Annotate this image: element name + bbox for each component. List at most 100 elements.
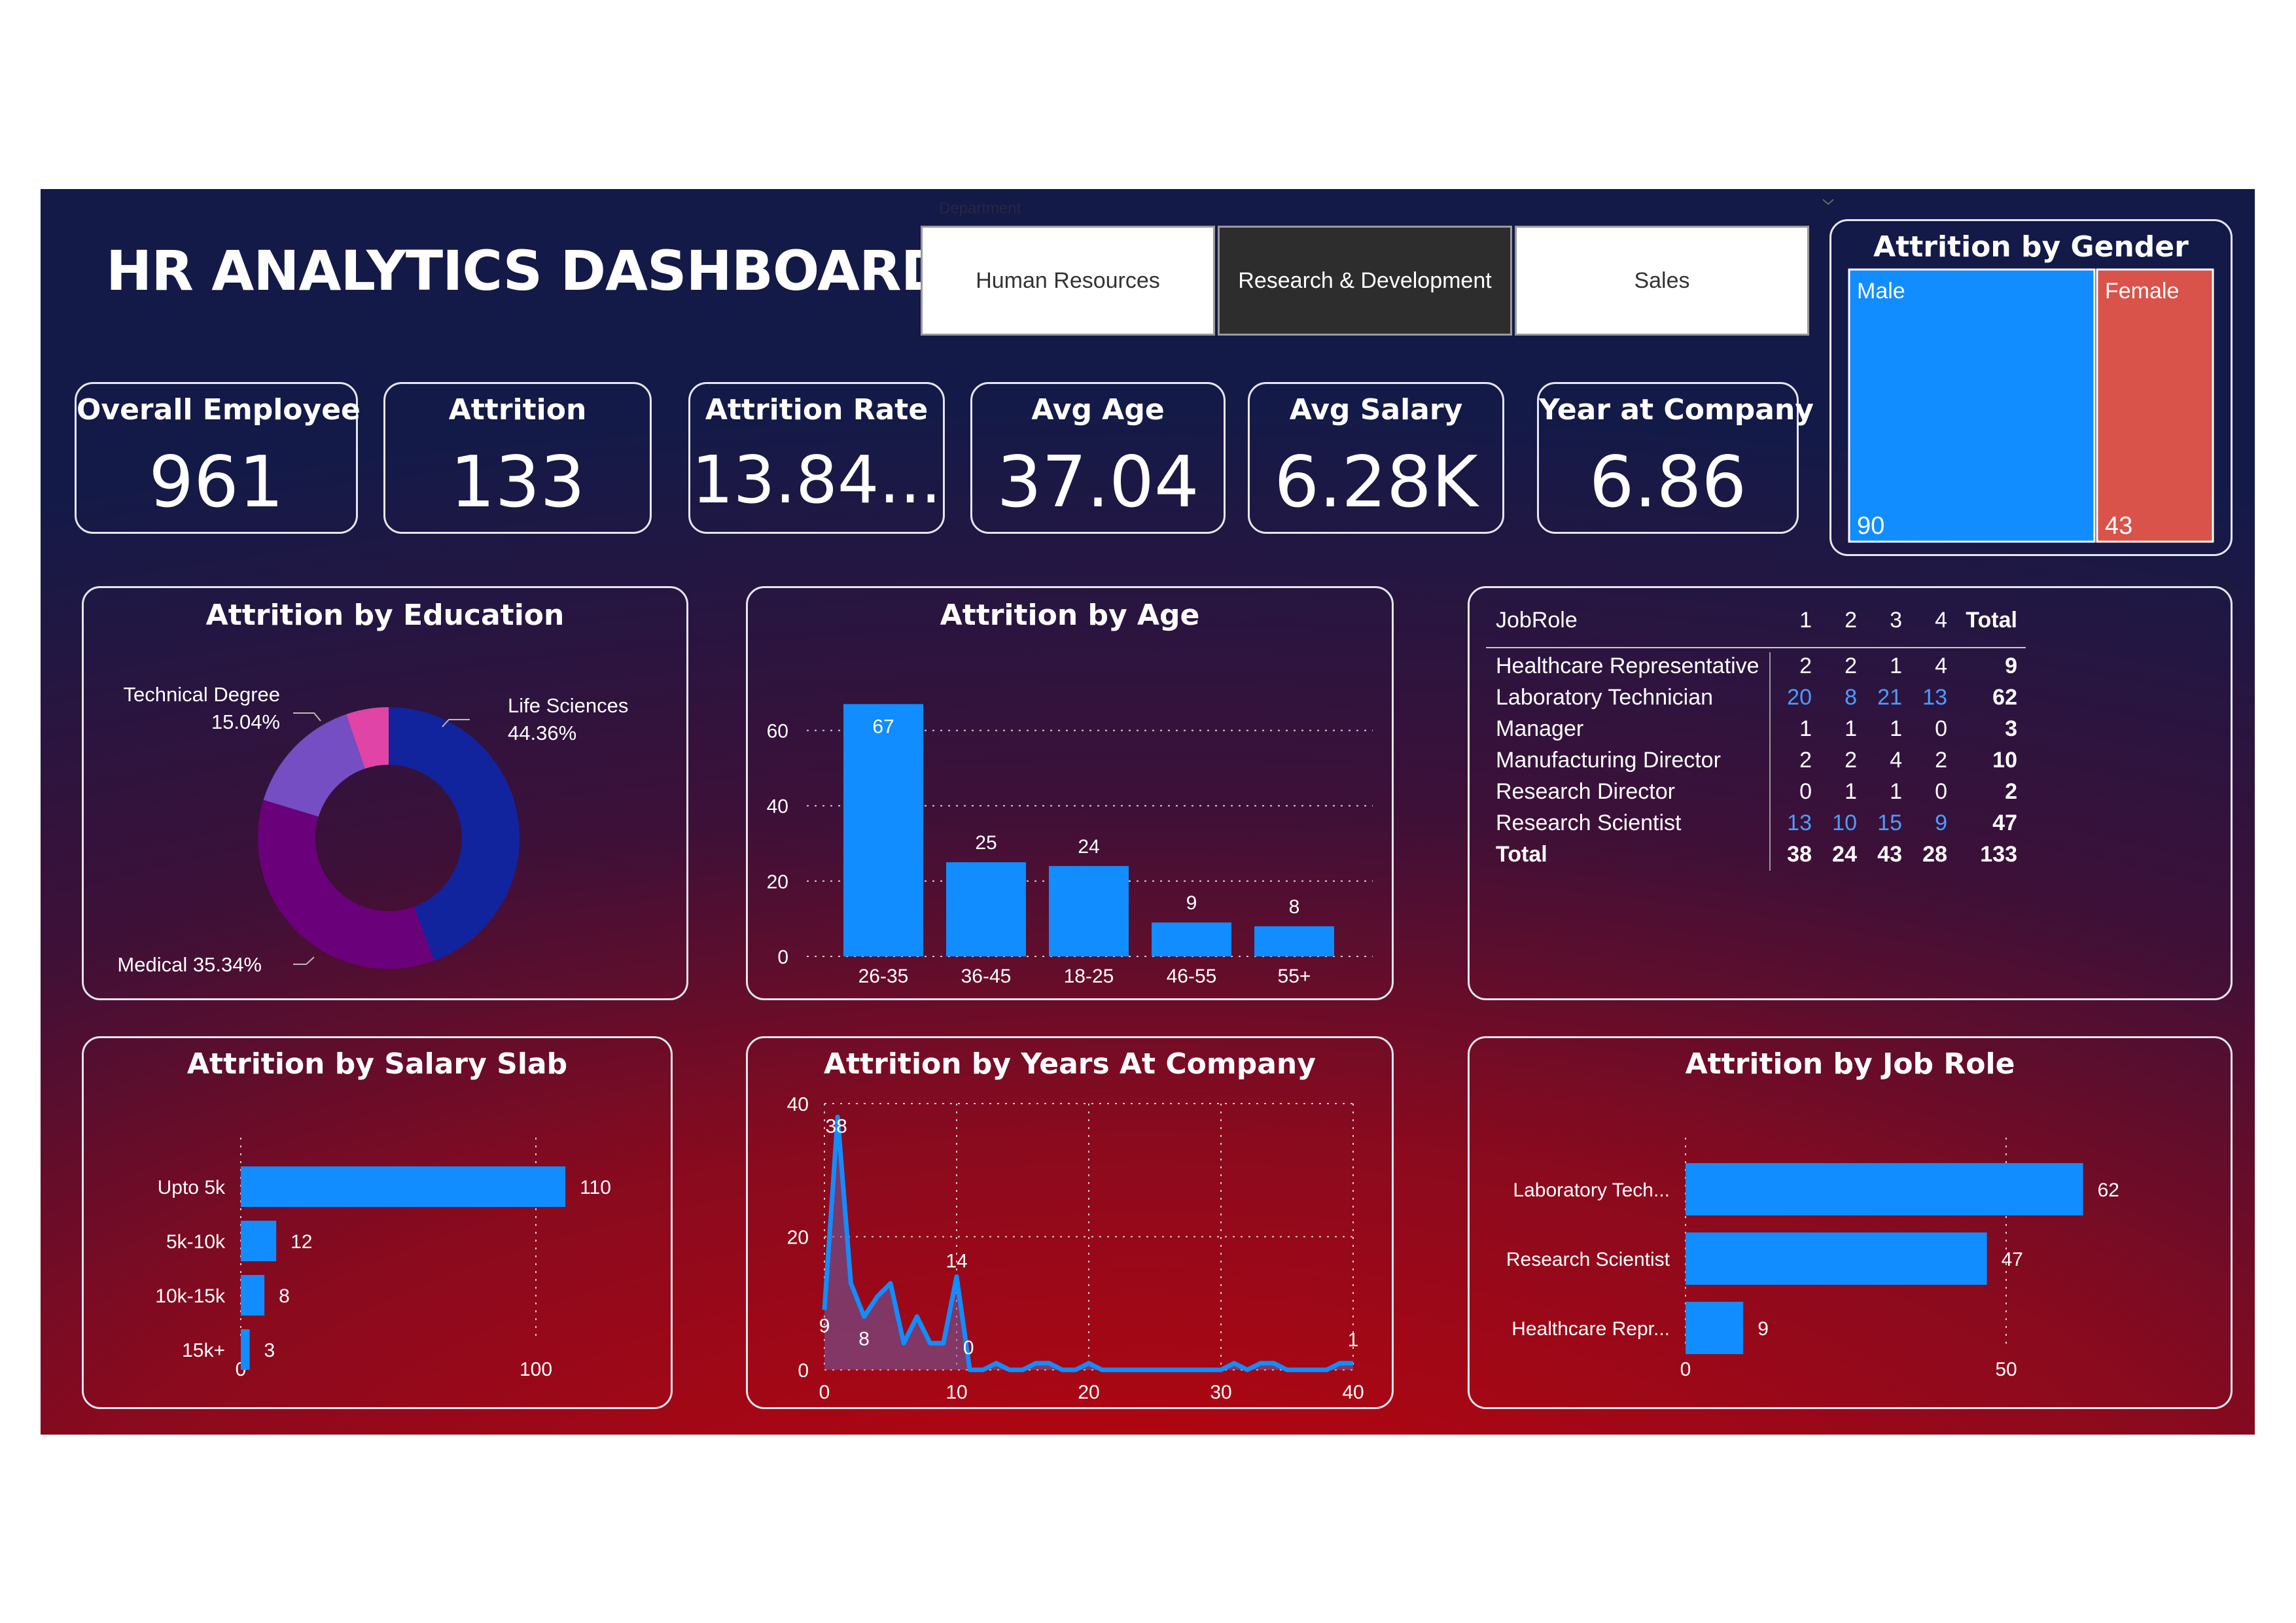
leader-line-life — [442, 719, 470, 727]
kpi-attrition-rate: Attrition Rate 13.84... — [688, 382, 945, 534]
data-label: 12 — [291, 1231, 312, 1253]
matrix-row-total: 3 — [2005, 716, 2017, 741]
matrix-row-total: 10 — [1992, 748, 2017, 773]
matrix-grand-total: 133 — [1980, 842, 2017, 867]
matrix-row-total: 47 — [1992, 811, 2017, 835]
kpi-label: Overall Employee — [77, 393, 361, 427]
matrix-cell: 20 — [1787, 685, 1812, 710]
matrix-column-rule — [1769, 652, 1771, 871]
bar-healthcare-repr — [1686, 1302, 1744, 1354]
matrix-header-col-2: 2 — [1845, 608, 1857, 633]
edu-label-life-pct: 44.36% — [508, 722, 576, 744]
matrix-cell: 2 — [1799, 654, 1812, 678]
x-tick-label: 30 — [1210, 1382, 1231, 1403]
data-label: 47 — [2002, 1249, 2023, 1270]
bar-research-scientist — [1686, 1232, 1987, 1285]
bar-55 — [1254, 926, 1334, 956]
y-tick-label: 20 — [787, 1227, 809, 1249]
matrix-cell: 13 — [1922, 685, 1947, 710]
matrix-cell: 21 — [1877, 685, 1902, 710]
slicer-menu-icon[interactable] — [1822, 196, 1835, 209]
bar-18-25 — [1049, 865, 1129, 956]
donut-slice-other — [346, 707, 389, 769]
matrix-cell: 1 — [1845, 779, 1857, 804]
kpi-label: Attrition — [448, 393, 587, 427]
y-tick-label: 0 — [777, 947, 788, 968]
area-fill — [824, 1117, 1353, 1370]
edu-label-tech-pct: 15.04% — [211, 710, 280, 733]
chart-title: Attrition by Years At Company — [824, 1047, 1316, 1081]
slicer-option-human-resources[interactable]: Human Resources — [921, 226, 1215, 336]
department-slicer[interactable]: Department Human Resources Research & De… — [921, 189, 1863, 346]
jobrole-matrix-card: JobRole 1 2 3 4 Total Healthcare Representativ… — [1468, 586, 2233, 1000]
category-label: Upto 5k — [158, 1177, 226, 1198]
x-tick-label: 40 — [1342, 1382, 1364, 1403]
edu-label-tech-name: Technical Degree — [123, 683, 280, 706]
matrix-cell: 2 — [1799, 748, 1812, 773]
x-tick-label: 36-45 — [961, 966, 1012, 987]
attrition-by-salary-card: Attrition by Salary Slab 0100Upto 5k1105… — [82, 1036, 673, 1409]
matrix-cell: 0 — [1799, 779, 1812, 804]
kpi-label: Avg Age — [1031, 393, 1165, 427]
x-tick-label: 0 — [1680, 1359, 1691, 1380]
matrix-row-total: 9 — [2005, 654, 2017, 678]
kpi-value: 961 — [149, 442, 284, 523]
matrix-cell: 1 — [1845, 716, 1857, 741]
slicer-option-research-development[interactable]: Research & Development — [1218, 226, 1512, 336]
donut-slice-medical — [258, 799, 434, 969]
category-label: Healthcare Repr... — [1511, 1318, 1670, 1340]
matrix-cell: 0 — [1935, 779, 1947, 804]
matrix-row-label: Laboratory Technician — [1496, 685, 1714, 710]
y-tick-label: 40 — [767, 796, 788, 818]
years-area-chart: 0 20 40 0 10 20 30 40 38 14 9 8 0 1 — [787, 1094, 1364, 1403]
x-tick-label: 55+ — [1278, 966, 1311, 987]
chart-title: Attrition by Education — [205, 599, 565, 632]
treemap-value-male: 90 — [1857, 512, 1884, 540]
matrix-cell: 2 — [1935, 748, 1947, 773]
gender-treemap: Male 90 Female 43 — [1848, 268, 2214, 543]
slicer-label: Department — [939, 200, 1021, 217]
slicer-option-sales[interactable]: Sales — [1515, 226, 1809, 336]
matrix-cell: 1 — [1799, 716, 1812, 741]
data-label: 110 — [580, 1177, 611, 1198]
category-label: 10k-15k — [155, 1285, 226, 1307]
data-label: 8 — [279, 1285, 290, 1307]
y-tick-label: 0 — [798, 1360, 809, 1382]
area-line — [822, 1114, 1353, 1372]
x-tick-label: 18-25 — [1064, 966, 1114, 987]
matrix-row-label: Research Scientist — [1496, 811, 1682, 835]
matrix-cell: 10 — [1832, 811, 1857, 835]
matrix-cell: 13 — [1787, 811, 1812, 835]
category-label: 15k+ — [182, 1340, 225, 1361]
matrix-header-col-1: 1 — [1799, 608, 1812, 633]
bar-46-55 — [1152, 922, 1231, 956]
dashboard-canvas: HR ANALYTICS DASHBOARD Department Human … — [41, 189, 2255, 1435]
x-tick-label: 0 — [819, 1382, 830, 1403]
data-label: 38 — [826, 1115, 847, 1137]
kpi-avg-age: Avg Age 37.04 — [970, 382, 1226, 534]
matrix-row-label: Manager — [1496, 716, 1584, 741]
kpi-value: 6.86 — [1589, 442, 1747, 523]
kpi-label: Avg Salary — [1289, 393, 1463, 427]
matrix-cell: 8 — [1845, 685, 1857, 710]
chart-title: Attrition by Job Role — [1685, 1047, 2015, 1081]
chart-title: Attrition by Gender — [1873, 230, 2189, 264]
data-label: 24 — [1078, 836, 1099, 858]
category-label: Laboratory Tech... — [1513, 1179, 1670, 1201]
matrix-total-cell: 43 — [1877, 842, 1902, 867]
kpi-avg-salary: Avg Salary 6.28K — [1248, 382, 1504, 534]
x-tick-label: 10 — [945, 1382, 967, 1403]
data-label: 67 — [872, 716, 894, 737]
matrix-cell: 1 — [1890, 779, 1902, 804]
donut-slice-life-sciences — [389, 707, 520, 961]
edu-label-medical: Medical 35.34% — [117, 953, 262, 976]
matrix-total-cell: 38 — [1787, 842, 1812, 867]
category-label: Research Scientist — [1506, 1249, 1670, 1270]
kpi-label: Attrition Rate — [705, 393, 928, 427]
kpi-label: Year at Company — [1539, 393, 1814, 427]
chart-title: Attrition by Salary Slab — [186, 1047, 568, 1081]
data-label: 9 — [819, 1315, 830, 1336]
data-label: 14 — [945, 1251, 967, 1272]
matrix-cell: 15 — [1877, 811, 1902, 835]
